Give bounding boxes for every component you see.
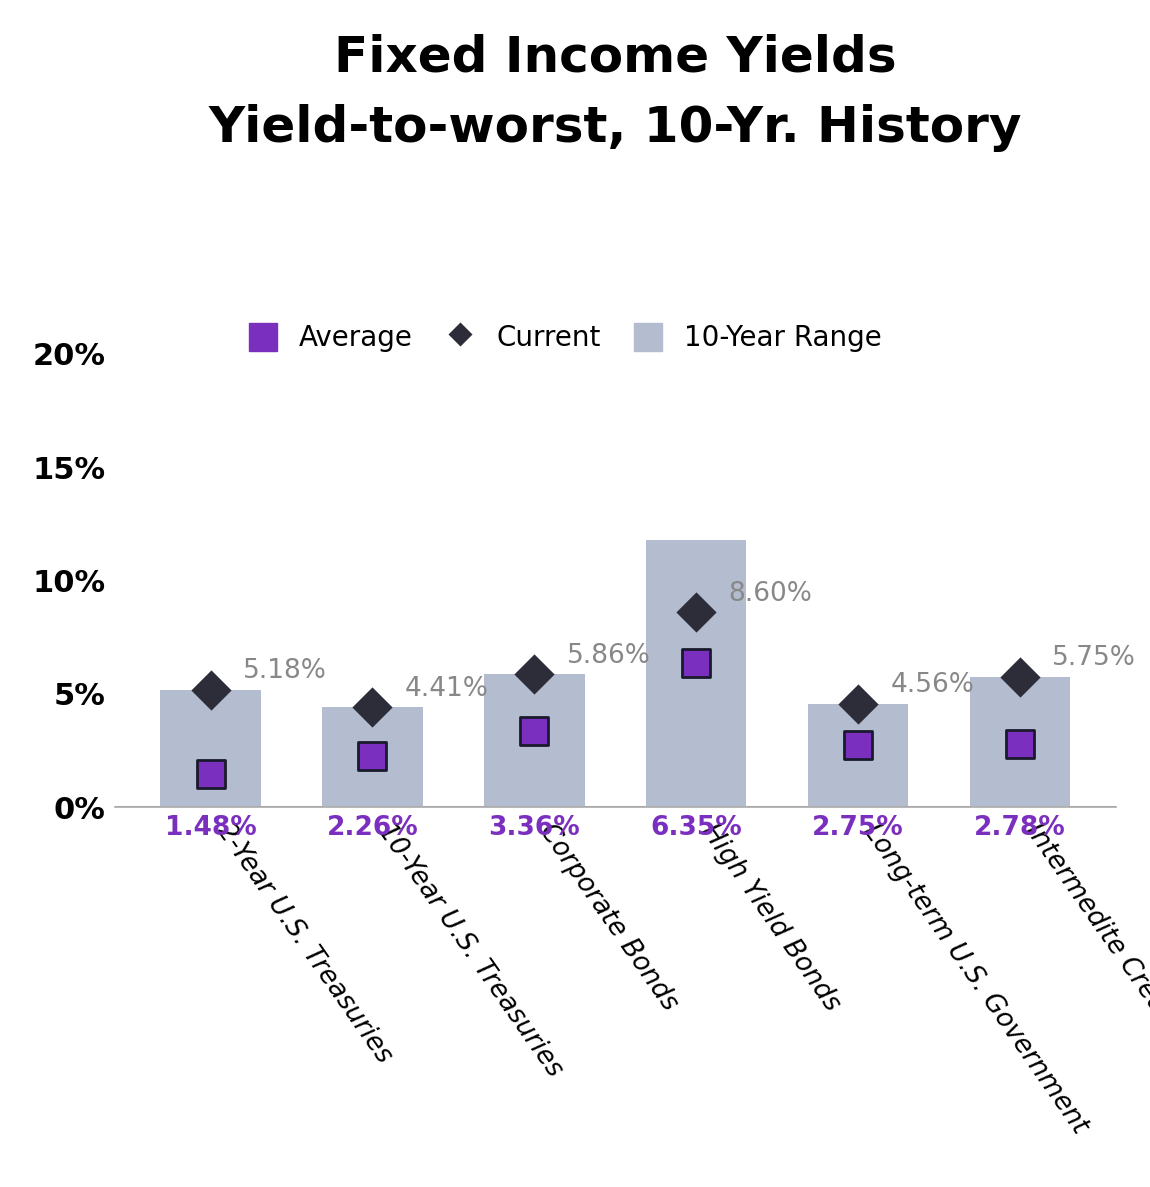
Text: 8.60%: 8.60% (729, 580, 812, 607)
Text: 5.18%: 5.18% (243, 658, 327, 684)
Text: 2.78%: 2.78% (974, 815, 1066, 842)
Text: 2.75%: 2.75% (812, 815, 904, 842)
Legend: Average, Current, 10-Year Range: Average, Current, 10-Year Range (248, 323, 882, 353)
Point (526, 722, 544, 741)
Point (1011, 667, 1029, 686)
Text: 4.41%: 4.41% (405, 675, 489, 702)
Text: 1.48%: 1.48% (164, 815, 256, 842)
Text: 4.56%: 4.56% (890, 672, 974, 698)
Point (849, 735, 867, 755)
Text: 6.35%: 6.35% (650, 815, 742, 842)
Point (1011, 735, 1029, 754)
Bar (646, 540, 746, 807)
Text: 5.75%: 5.75% (1052, 646, 1136, 671)
Bar (484, 674, 584, 807)
Point (201, 764, 220, 783)
Bar (969, 677, 1070, 807)
Bar (807, 704, 908, 807)
Point (526, 665, 544, 684)
Point (363, 747, 382, 766)
Point (687, 603, 705, 622)
Point (849, 694, 867, 713)
Bar (322, 707, 423, 807)
Point (201, 680, 220, 699)
Point (687, 654, 705, 673)
Title: Fixed Income Yields
Yield-to-worst, 10-Yr. History: Fixed Income Yields Yield-to-worst, 10-Y… (208, 33, 1022, 152)
Point (363, 698, 382, 717)
Text: 3.36%: 3.36% (489, 815, 581, 842)
Text: 5.86%: 5.86% (567, 642, 651, 668)
Bar (161, 690, 261, 807)
Text: 2.26%: 2.26% (327, 815, 419, 842)
